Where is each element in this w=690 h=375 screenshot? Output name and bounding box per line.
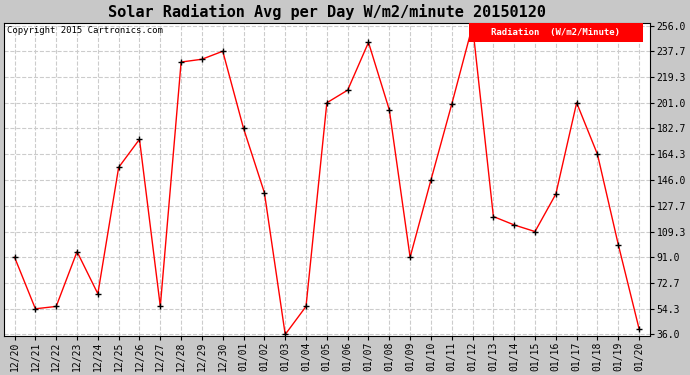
Title: Solar Radiation Avg per Day W/m2/minute 20150120: Solar Radiation Avg per Day W/m2/minute …: [108, 4, 546, 20]
Text: Copyright 2015 Cartronics.com: Copyright 2015 Cartronics.com: [8, 26, 164, 35]
